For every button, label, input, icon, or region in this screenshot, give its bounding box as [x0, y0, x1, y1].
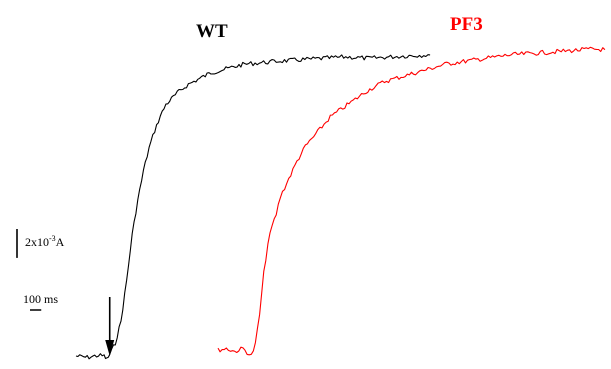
labels-group: WT PF3 2x10-3A 100 ms: [23, 14, 483, 306]
series-line-wt: [75, 54, 431, 360]
time-scale-label: 100 ms: [23, 292, 58, 306]
current-scale-label: 2x10-3A: [25, 234, 65, 249]
series-label-pf3: PF3: [450, 14, 483, 35]
series-line-pf3: [217, 46, 606, 356]
current-scale-base: 2x10: [25, 235, 49, 249]
current-scale-exponent: -3: [49, 234, 56, 243]
scale-bars-group: [16, 229, 42, 311]
stimulus-arrow: [105, 297, 115, 356]
traces-group: [75, 46, 606, 360]
stimulus-arrow-head: [105, 340, 115, 356]
series-label-wt: WT: [196, 21, 228, 42]
current-scale-unit: A: [56, 235, 65, 249]
